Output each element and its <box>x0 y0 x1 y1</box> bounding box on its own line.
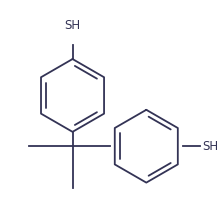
Text: SH: SH <box>202 140 218 153</box>
Text: SH: SH <box>64 19 81 32</box>
